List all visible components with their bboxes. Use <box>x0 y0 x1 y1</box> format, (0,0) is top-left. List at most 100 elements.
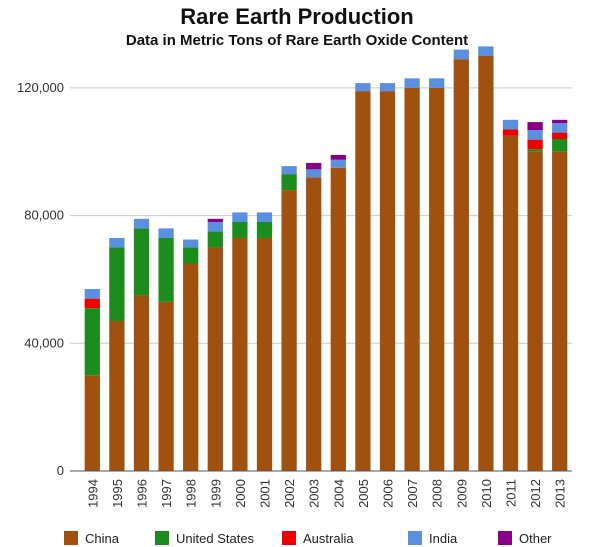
bar-segment <box>133 228 150 296</box>
x-tick-label: 2003 <box>307 479 322 508</box>
x-tick-label: 2004 <box>331 479 346 508</box>
legend-item: India <box>408 531 458 546</box>
x-tick-label: 2012 <box>528 479 543 508</box>
x-tick-label: 1998 <box>184 479 199 508</box>
bar-segment <box>379 83 396 92</box>
bar-segment <box>256 237 273 471</box>
bar-segment <box>232 237 248 471</box>
bar-segment <box>330 167 346 471</box>
x-tick-label: 2007 <box>405 479 420 508</box>
legend-item: Other <box>498 531 552 546</box>
bar-segment <box>502 119 519 130</box>
bar-segment <box>429 87 445 471</box>
legend-swatch <box>498 531 512 545</box>
x-tick-label: 2002 <box>282 479 297 508</box>
chart-subtitle: Data in Metric Tons of Rare Earth Oxide … <box>126 32 468 49</box>
x-tick-label: 2001 <box>258 479 273 508</box>
legend-item: United States <box>155 531 255 546</box>
x-tick-label: 2010 <box>479 479 494 508</box>
x-axis-ticks: 1994 1995 1996 1997 1998 1999 2000 2001 2002 2003… <box>85 479 567 508</box>
bar-segment <box>256 222 273 238</box>
legend-label: Other <box>519 531 552 546</box>
y-axis-ticks: 0 40,000 80,000 120,000 <box>17 80 64 478</box>
bar-segment <box>527 151 543 471</box>
bar-segment <box>355 83 371 92</box>
bar-segment <box>207 218 223 222</box>
legend-swatch <box>64 531 78 545</box>
x-tick-label: 1995 <box>110 479 125 508</box>
bar-segment <box>84 308 100 376</box>
bar-segment <box>84 375 100 471</box>
bar-segment <box>527 139 543 150</box>
legend-label: India <box>429 531 458 546</box>
x-tick-label: 2008 <box>430 479 445 508</box>
bar-segment <box>527 149 543 152</box>
bar-segment <box>232 222 248 238</box>
x-tick-label: 2009 <box>454 479 469 508</box>
x-tick-label: 1994 <box>85 479 100 508</box>
bar-segment <box>527 130 543 140</box>
bar-segment <box>404 87 420 471</box>
bar-segment <box>84 298 100 309</box>
bar-segment <box>306 162 322 170</box>
x-tick-label: 1996 <box>135 479 150 508</box>
bar-segment <box>527 122 543 131</box>
bar-segment <box>552 139 568 152</box>
bar-segment <box>183 239 199 248</box>
bar-segment <box>306 177 322 472</box>
chart-title: Rare Earth Production <box>180 4 413 29</box>
y-tick-label: 0 <box>57 463 64 478</box>
legend-item: China <box>64 531 120 546</box>
bars <box>84 46 568 472</box>
bar-segment <box>207 222 223 232</box>
bar-segment <box>133 218 150 229</box>
bar-segment <box>379 91 396 471</box>
bar-segment <box>207 231 223 248</box>
bar-segment <box>502 129 519 136</box>
bar-segment <box>281 190 297 472</box>
bar-segment <box>404 78 420 88</box>
bar-segment <box>232 212 248 222</box>
x-tick-label: 2013 <box>553 479 568 508</box>
bar-segment <box>281 174 297 191</box>
bar-segment <box>429 78 445 88</box>
bar-segment <box>306 169 322 178</box>
legend: China United States Australia India Other <box>64 531 552 546</box>
x-tick-label: 1997 <box>159 479 174 508</box>
bar-segment <box>256 212 273 222</box>
y-tick-label: 40,000 <box>24 335 64 350</box>
bar-segment <box>109 320 125 471</box>
bar-segment <box>207 247 223 471</box>
bar-segment <box>330 159 346 168</box>
bar-segment <box>355 91 371 471</box>
bar-segment <box>183 247 199 264</box>
x-tick-label: 2005 <box>356 479 371 508</box>
bar-segment <box>158 237 174 302</box>
y-tick-label: 80,000 <box>24 208 64 223</box>
bar-segment <box>478 46 494 56</box>
bar-segment <box>552 123 568 133</box>
bar-segment <box>502 135 519 472</box>
legend-label: Australia <box>303 531 354 546</box>
bar-segment <box>109 237 125 248</box>
bar-segment <box>183 263 199 471</box>
bar-segment <box>552 119 568 124</box>
x-tick-label: 2011 <box>504 479 519 507</box>
legend-swatch <box>282 531 296 545</box>
bar-segment <box>109 247 125 321</box>
x-tick-label: 2000 <box>233 479 248 508</box>
bar-segment <box>84 289 100 299</box>
x-tick-label: 2006 <box>381 479 396 508</box>
bar-segment <box>281 166 297 175</box>
y-tick-label: 120,000 <box>17 80 64 95</box>
x-tick-label: 1999 <box>208 479 223 508</box>
legend-swatch <box>408 531 422 545</box>
bar-segment <box>552 151 568 471</box>
bar-segment <box>330 154 346 160</box>
bar-segment <box>453 59 469 471</box>
bar-segment <box>478 56 494 471</box>
bar-segment <box>552 132 568 139</box>
legend-label: United States <box>176 531 255 546</box>
bar-segment <box>158 301 174 471</box>
legend-item: Australia <box>282 531 354 546</box>
